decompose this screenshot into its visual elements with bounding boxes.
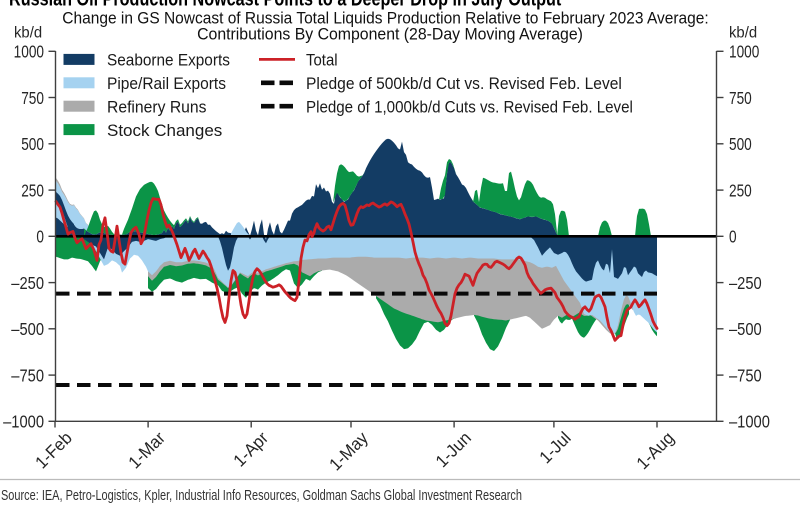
- svg-text:–750: –750: [729, 366, 762, 385]
- svg-text:750: 750: [21, 89, 44, 108]
- svg-text:0: 0: [36, 228, 44, 247]
- svg-text:Total: Total: [306, 52, 338, 70]
- svg-text:Change in GS Nowcast of Russia: Change in GS Nowcast of Russia Total Liq…: [62, 10, 708, 28]
- svg-text:Contributions By Component (28: Contributions By Component (28-Day Movin…: [197, 25, 583, 43]
- svg-text:kb/d: kb/d: [14, 24, 42, 41]
- svg-text:Source: IEA, Petro-Logistics,: Source: IEA, Petro-Logistics, Kpler, Ind…: [1, 486, 522, 503]
- svg-text:kb/d: kb/d: [729, 24, 757, 41]
- svg-text:–250: –250: [11, 274, 44, 293]
- svg-text:–1000: –1000: [3, 412, 44, 431]
- svg-text:1000: 1000: [729, 43, 760, 62]
- svg-text:750: 750: [729, 89, 752, 108]
- svg-text:–500: –500: [11, 320, 44, 339]
- svg-text:500: 500: [729, 136, 752, 155]
- svg-text:–750: –750: [11, 366, 44, 385]
- svg-text:0: 0: [729, 228, 737, 247]
- svg-text:Pledge of 500kb/d Cut vs. Revi: Pledge of 500kb/d Cut vs. Revised Feb. L…: [306, 74, 622, 93]
- svg-text:Pledge of 1,000kb/d Cuts vs. R: Pledge of 1,000kb/d Cuts vs. Revised Feb…: [306, 98, 633, 117]
- svg-text:250: 250: [21, 182, 44, 201]
- svg-text:–250: –250: [729, 274, 762, 293]
- svg-text:Russian Oil Production Nowcast: Russian Oil Production Nowcast Points to…: [9, 0, 561, 10]
- svg-text:500: 500: [21, 136, 44, 155]
- svg-text:250: 250: [729, 182, 752, 201]
- svg-text:–500: –500: [729, 320, 762, 339]
- svg-text:Pipe/Rail Exports: Pipe/Rail Exports: [107, 74, 226, 93]
- svg-text:1000: 1000: [14, 43, 45, 62]
- svg-text:–1000: –1000: [729, 412, 770, 431]
- svg-text:Refinery Runs: Refinery Runs: [107, 98, 206, 117]
- svg-text:Seaborne Exports: Seaborne Exports: [107, 51, 230, 70]
- svg-text:Stock Changes: Stock Changes: [107, 121, 222, 140]
